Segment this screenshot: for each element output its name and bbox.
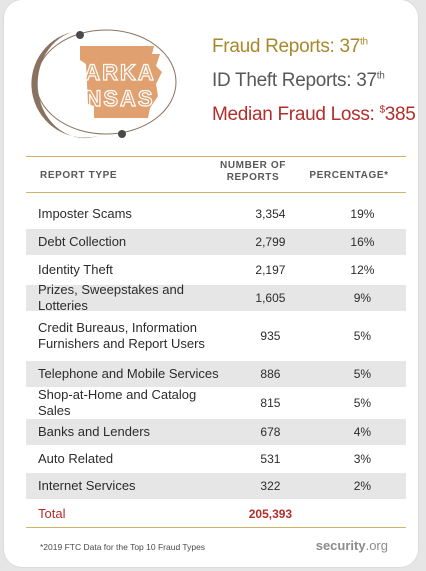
arkansas-logo: ARKA NSAS xyxy=(31,29,177,139)
cell-report-type: Shop-at-Home and Catalog Sales xyxy=(38,387,197,418)
table-total-row: Total 205,393 xyxy=(26,502,406,526)
cell-report-type: Debt Collection xyxy=(38,234,127,249)
brand-name: security xyxy=(315,538,366,553)
header-section: ARKA NSAS Fraud Reports: 37th ID Theft R… xyxy=(4,0,418,150)
cell-report-type: Telephone and Mobile Services xyxy=(38,366,219,381)
cell-percentage: 12% xyxy=(350,263,375,277)
median-loss-value: 385 xyxy=(384,104,416,125)
cell-report-type: Banks and Lenders xyxy=(38,424,151,439)
id-theft-reports-rank: ID Theft Reports: 37th xyxy=(212,70,385,92)
cell-percentage: 16% xyxy=(350,235,375,249)
header-number-line2: REPORTS xyxy=(226,172,280,183)
table-row: Debt Collection 2,799 16% xyxy=(26,229,406,255)
cell-percentage: 2% xyxy=(353,479,372,493)
cell-report-type: Credit Bureaus, Information Furnishers a… xyxy=(38,320,205,351)
planet-dot-bottom xyxy=(118,130,126,138)
header-percentage: PERCENTAGE* xyxy=(309,170,389,181)
cell-percentage: 19% xyxy=(350,207,375,221)
table-row: Identity Theft 2,197 12% xyxy=(26,257,406,283)
cell-percentage: 5% xyxy=(353,329,372,343)
table-row: Internet Services 322 2% xyxy=(26,473,406,499)
table-top-rule xyxy=(26,156,406,157)
cell-report-type: Auto Related xyxy=(38,451,114,466)
cell-percentage: 3% xyxy=(353,452,372,466)
header-number-line1: NUMBER OF xyxy=(220,160,286,171)
cell-report-count: 886 xyxy=(260,367,281,381)
header-number-of-reports: NUMBER OF REPORTS xyxy=(218,160,288,184)
fraud-reports-label: Fraud Reports: 37 xyxy=(212,36,361,57)
cell-percentage: 5% xyxy=(353,367,372,381)
median-loss-label: Median Fraud Loss: xyxy=(212,104,380,125)
table-row: Shop-at-Home and Catalog Sales 815 5% xyxy=(26,387,406,418)
cell-report-type: Imposter Scams xyxy=(38,206,132,221)
cell-percentage: 5% xyxy=(353,396,372,410)
cell-report-type: Prizes, Sweepstakes and Lotteries xyxy=(38,282,184,313)
footnote: *2019 FTC Data for the Top 10 Fraud Type… xyxy=(40,542,206,552)
cell-percentage: 4% xyxy=(353,425,372,439)
state-name-line2: NSAS xyxy=(85,86,154,111)
cell-percentage: 9% xyxy=(353,291,372,305)
table-header-rule xyxy=(26,192,406,193)
table-bottom-rule xyxy=(26,527,406,528)
cell-report-count: 1,605 xyxy=(255,291,286,305)
cell-report-count: 2,799 xyxy=(255,235,286,249)
planet-dot-top xyxy=(76,31,84,39)
total-label: Total xyxy=(38,506,66,521)
state-name-line1: ARKA xyxy=(84,60,156,85)
table-row: Telephone and Mobile Services 886 5% xyxy=(26,361,406,387)
fraud-reports-rank: Fraud Reports: 37th xyxy=(212,36,368,58)
cell-report-count: 322 xyxy=(260,479,281,493)
id-theft-reports-label: ID Theft Reports: 37 xyxy=(212,70,377,91)
cell-report-type: Identity Theft xyxy=(38,262,113,277)
cell-report-type: Internet Services xyxy=(38,478,136,493)
arkansas-state-shape xyxy=(80,46,162,118)
cell-report-count: 3,354 xyxy=(255,207,286,221)
table-row: Auto Related 531 3% xyxy=(26,446,406,472)
table-row: Credit Bureaus, Information Furnishers a… xyxy=(26,314,406,358)
median-fraud-loss: Median Fraud Loss: $385 xyxy=(212,104,416,126)
header-report-type: REPORT TYPE xyxy=(40,170,118,181)
brand-logo: security.org xyxy=(316,538,388,553)
fraud-rank-suffix: th xyxy=(360,36,368,48)
table-row: Banks and Lenders 678 4% xyxy=(26,419,406,445)
cell-report-count: 815 xyxy=(260,396,281,410)
table-row: Prizes, Sweepstakes and Lotteries 1,605 … xyxy=(26,282,406,313)
cell-report-count: 935 xyxy=(260,329,281,343)
table-row: Imposter Scams 3,354 19% xyxy=(26,201,406,227)
infographic-card: ARKA NSAS Fraud Reports: 37th ID Theft R… xyxy=(4,0,418,567)
brand-tld: .org xyxy=(365,538,388,553)
cell-report-count: 678 xyxy=(260,425,281,439)
cell-report-count: 2,197 xyxy=(255,263,286,277)
currency-symbol: $ xyxy=(379,104,386,116)
cell-report-count: 531 xyxy=(260,452,281,466)
total-value: 205,393 xyxy=(248,507,293,521)
id-theft-rank-suffix: th xyxy=(376,70,385,82)
